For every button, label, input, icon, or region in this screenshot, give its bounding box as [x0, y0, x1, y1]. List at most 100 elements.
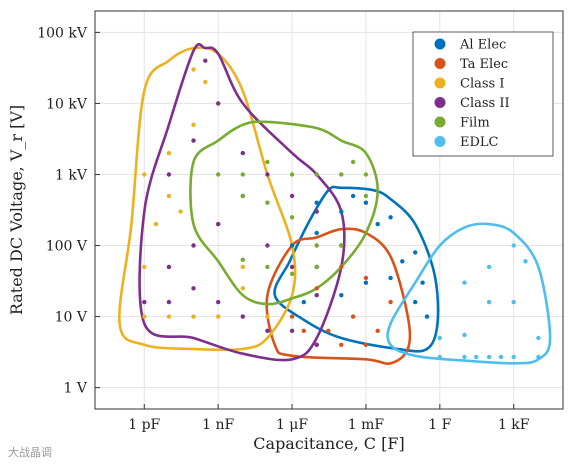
legend-box: [412, 31, 554, 157]
x-tick-label: 1 μF: [276, 417, 308, 433]
class-ii-point: [289, 193, 295, 199]
al-elec-point: [388, 275, 393, 281]
class-ii-point: [166, 299, 172, 305]
class-ii-point: [314, 293, 319, 298]
y-tick-label: 100 kV: [37, 25, 88, 41]
x-tick-label: 1 nF: [202, 417, 234, 433]
al-elec-point: [339, 209, 344, 214]
film-point: [339, 243, 344, 248]
class-i-point: [166, 314, 172, 319]
edlc-point: [462, 354, 467, 360]
edlc-boundary: [386, 222, 552, 365]
film-point: [314, 264, 319, 270]
class-ii-point: [166, 172, 172, 177]
class-i-point: [191, 122, 196, 128]
al-elec-point: [350, 193, 356, 199]
edlc-point: [486, 264, 492, 270]
film-point: [240, 257, 245, 262]
class-ii-point: [265, 172, 270, 177]
edlc-point: [536, 354, 541, 360]
film-point: [350, 159, 356, 165]
film-point: [240, 193, 245, 199]
ta-elec-point: [363, 342, 369, 347]
legend-marker-edlc: [434, 136, 446, 147]
y-axis-label: Rated DC Voltage, V_r [V]: [7, 105, 26, 315]
edlc-point: [536, 335, 541, 341]
class-ii-point: [216, 101, 221, 106]
legend-marker-film: [434, 116, 446, 128]
class-i-point: [142, 314, 147, 319]
class-i-point: [142, 172, 147, 177]
class-ii-point: [216, 299, 221, 305]
legend-marker-ta-elec: [434, 58, 446, 69]
ta-elec-point: [375, 328, 380, 333]
x-tick-label: 1 F: [428, 417, 451, 433]
ta-elec-point: [388, 299, 393, 305]
x-tick-label: 1 pF: [128, 417, 160, 433]
film-point: [289, 271, 295, 276]
class-ii-boundary: [138, 42, 346, 362]
y-tick-label: 1 kV: [55, 167, 88, 183]
class-ii-point: [265, 243, 270, 248]
ta-elec-point: [363, 275, 369, 281]
al-elec-point: [413, 299, 418, 305]
film-point: [363, 193, 369, 199]
edlc-point: [523, 259, 528, 264]
class-ii-point: [203, 58, 208, 63]
al-elec-point: [314, 230, 319, 236]
legend-marker-class-i: [434, 77, 446, 89]
y-axis-ticks: 1 V 10 V 100 V 1 kV 10 kV 100 kV: [37, 25, 100, 397]
al-elec-point: [375, 221, 380, 227]
x-axis-ticks: 1 pF 1 nF 1 μF 1 mF 1 F 1 kF: [128, 404, 530, 433]
film-point: [289, 215, 295, 220]
al-elec-point: [420, 280, 425, 285]
legend-label-class-i: Class I: [460, 77, 504, 92]
edlc-point: [462, 280, 467, 285]
film-point: [363, 172, 369, 177]
y-tick-label: 10 V: [55, 310, 88, 326]
class-ii-point: [240, 314, 245, 319]
edlc-point: [511, 243, 516, 248]
legend-label-class-ii: Class II: [460, 96, 510, 111]
class-ii-point: [265, 328, 270, 333]
class-i-point: [191, 314, 196, 319]
al-elec-point: [400, 259, 405, 264]
class-ii-point: [216, 221, 221, 227]
class-i-point: [191, 67, 196, 72]
class-i-point: [153, 221, 159, 227]
class-ii-point: [314, 209, 319, 214]
ta-elec-point: [326, 328, 331, 333]
class-ii-point: [142, 299, 147, 305]
legend-label-film: Film: [460, 116, 490, 131]
film-point: [339, 172, 344, 177]
watermark-text: 大战晶调: [8, 445, 52, 459]
film-point: [240, 172, 245, 177]
al-elec-point: [413, 250, 418, 255]
ta-elec-point: [339, 264, 344, 270]
al-elec-point: [301, 299, 306, 305]
class-i-point: [216, 314, 221, 319]
class-i-point: [240, 286, 245, 291]
al-elec-point: [388, 215, 393, 220]
class-ii-point: [240, 150, 245, 156]
legend-label-edlc: EDLC: [460, 135, 499, 150]
edlc-point: [511, 354, 516, 360]
data-points: [142, 58, 541, 360]
ta-elec-boundary: [265, 227, 412, 365]
edlc-point: [498, 354, 504, 360]
y-tick-label: 100 V: [46, 239, 88, 255]
class-i-point: [203, 79, 208, 85]
edlc-point: [437, 354, 442, 360]
class-ii-point: [289, 328, 295, 333]
class-i-point: [178, 209, 183, 214]
x-axis-label: Capacitance, C [F]: [253, 434, 404, 453]
legend-label-al-elec: Al Elec: [459, 38, 506, 53]
y-tick-label: 10 kV: [46, 96, 88, 112]
al-elec-point: [424, 314, 430, 319]
plot-frame: [94, 10, 564, 410]
legend-marker-al-elec: [434, 38, 446, 50]
ta-elec-point: [289, 314, 295, 319]
edlc-point: [474, 354, 479, 360]
class-ii-point: [191, 243, 196, 248]
